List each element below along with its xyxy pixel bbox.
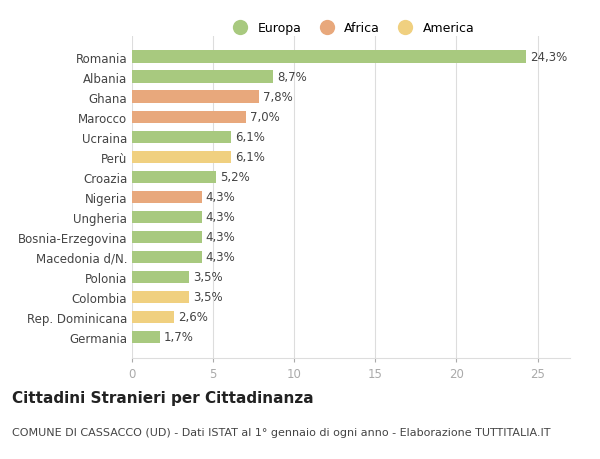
Text: 6,1%: 6,1% xyxy=(235,131,265,144)
Text: 7,8%: 7,8% xyxy=(263,91,292,104)
Bar xyxy=(132,91,259,104)
Text: 4,3%: 4,3% xyxy=(206,231,236,244)
Bar xyxy=(132,211,202,224)
Bar xyxy=(132,291,189,303)
Bar xyxy=(132,331,160,343)
Text: Cittadini Stranieri per Cittadinanza: Cittadini Stranieri per Cittadinanza xyxy=(12,390,314,405)
Bar xyxy=(132,131,231,144)
Text: 1,7%: 1,7% xyxy=(164,331,194,344)
Bar xyxy=(132,111,245,123)
Text: 7,0%: 7,0% xyxy=(250,111,280,124)
Bar xyxy=(132,71,273,84)
Text: 3,5%: 3,5% xyxy=(193,271,223,284)
Legend: Europa, Africa, America: Europa, Africa, America xyxy=(223,17,479,40)
Bar xyxy=(132,171,217,184)
Text: 4,3%: 4,3% xyxy=(206,191,236,204)
Text: 6,1%: 6,1% xyxy=(235,151,265,164)
Text: COMUNE DI CASSACCO (UD) - Dati ISTAT al 1° gennaio di ogni anno - Elaborazione T: COMUNE DI CASSACCO (UD) - Dati ISTAT al … xyxy=(12,427,551,437)
Text: 5,2%: 5,2% xyxy=(220,171,250,184)
Bar xyxy=(132,51,526,64)
Bar xyxy=(132,151,231,163)
Text: 4,3%: 4,3% xyxy=(206,211,236,224)
Text: 4,3%: 4,3% xyxy=(206,251,236,264)
Bar xyxy=(132,251,202,263)
Text: 8,7%: 8,7% xyxy=(277,71,307,84)
Text: 24,3%: 24,3% xyxy=(530,51,568,64)
Bar xyxy=(132,271,189,284)
Bar xyxy=(132,311,174,324)
Text: 3,5%: 3,5% xyxy=(193,291,223,304)
Bar xyxy=(132,231,202,244)
Text: 2,6%: 2,6% xyxy=(178,311,208,324)
Bar xyxy=(132,191,202,203)
